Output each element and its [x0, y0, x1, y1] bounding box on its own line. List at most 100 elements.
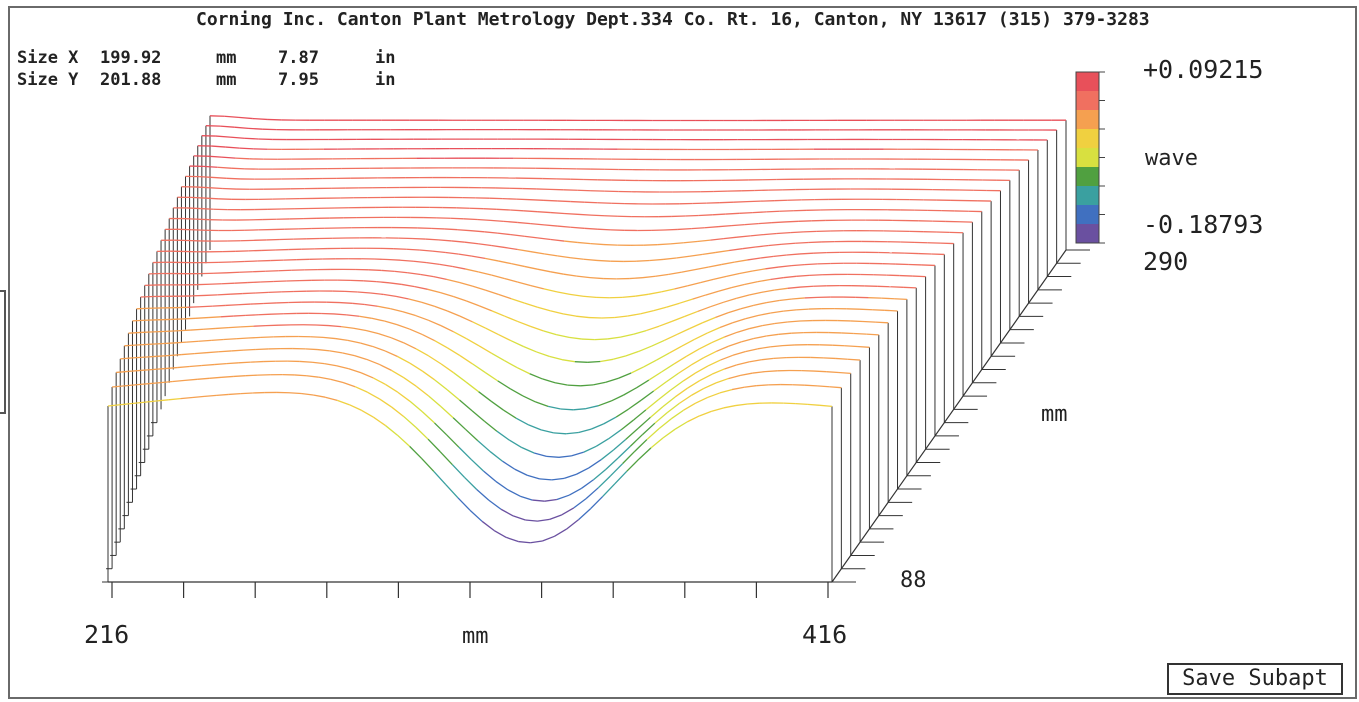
- profile-segment: [673, 355, 687, 365]
- profile-segment: [799, 252, 814, 255]
- profile-segment: [452, 265, 466, 270]
- profile-segment: [597, 228, 611, 231]
- profile-segment: [503, 409, 517, 419]
- profile-segment: [770, 344, 783, 348]
- profile-segment: [496, 430, 510, 441]
- profile-segment: [808, 241, 822, 244]
- profile-segment: [335, 337, 348, 342]
- profile-segment: [747, 257, 761, 261]
- profile-segment: [250, 302, 264, 305]
- profile-segment: [823, 357, 836, 360]
- plot-window: [8, 6, 1357, 699]
- profile-segment: [728, 341, 742, 347]
- profile-segment: [618, 372, 632, 379]
- profile-segment: [421, 458, 435, 472]
- profile-segment: [245, 374, 258, 377]
- profile-segment: [149, 343, 162, 345]
- profile-segment: [215, 135, 231, 138]
- profile-segment: [626, 458, 640, 472]
- profile-segment: [325, 396, 338, 402]
- profile-segment: [689, 322, 703, 330]
- profile-segment: [637, 416, 651, 429]
- profile-segment: [491, 310, 506, 317]
- profile-segment: [400, 259, 414, 262]
- profile-segment: [537, 306, 551, 312]
- profile-segment: [504, 360, 518, 369]
- profile-segment: [744, 385, 757, 388]
- profile-segment: [315, 324, 329, 327]
- profile-segment: [169, 353, 182, 357]
- profile-segment: [813, 252, 827, 254]
- profile-segment: [234, 126, 249, 130]
- y-axis-max-label: 290: [1143, 247, 1189, 276]
- profile-segment: [136, 343, 150, 346]
- profile-segment: [698, 341, 713, 350]
- profile-segment: [504, 315, 518, 323]
- profile-segment: [734, 259, 748, 263]
- profile-segment: [505, 536, 519, 543]
- profile-segment: [676, 255, 690, 259]
- profile-segment: [231, 349, 244, 352]
- profile-segment: [184, 378, 198, 382]
- colorbar-segment: [1076, 129, 1099, 149]
- profile-segment: [214, 363, 227, 366]
- profile-segment: [844, 345, 858, 348]
- profile-segment: [478, 345, 493, 354]
- profile-segment: [684, 310, 698, 318]
- profile-segment: [136, 383, 149, 386]
- profile-segment: [629, 277, 643, 280]
- profile-segment: [132, 319, 146, 322]
- profile-segment: [766, 333, 779, 337]
- profile-segment: [613, 438, 627, 451]
- profile-segment: [630, 366, 645, 374]
- profile-segment: [719, 388, 733, 394]
- profile-segment: [686, 415, 700, 423]
- profile-segment: [723, 404, 736, 409]
- profile-segment: [440, 406, 454, 419]
- profile-segment: [409, 445, 423, 459]
- profile-segment: [537, 211, 551, 214]
- colorbar-segment: [1076, 205, 1099, 225]
- profile-segment: [770, 310, 784, 314]
- colorbar-min-label: -0.18793: [1143, 210, 1264, 239]
- profile-segment: [236, 337, 249, 340]
- profile-segment: [206, 351, 219, 354]
- profile-segment: [517, 248, 532, 253]
- profile-segment: [395, 295, 409, 300]
- profile-segment: [427, 438, 441, 453]
- profile-segment: [491, 244, 505, 249]
- profile-segment: [357, 291, 371, 294]
- profile-segment: [530, 222, 545, 226]
- profile-segment: [596, 259, 611, 262]
- profile-segment: [564, 212, 578, 215]
- profile-segment: [220, 125, 235, 128]
- profile-segment: [463, 218, 478, 221]
- profile-segment: [195, 316, 209, 319]
- profile-segment: [497, 232, 511, 236]
- profile-segment: [132, 401, 145, 405]
- profile-segment: [464, 241, 479, 245]
- profile-segment: [745, 348, 758, 353]
- size-x-mm-value: 199.92: [100, 48, 162, 68]
- profile-segment: [342, 381, 356, 388]
- save-subapt-button[interactable]: Save Subapt: [1167, 663, 1343, 695]
- profile-segment: [778, 265, 792, 268]
- profile-segment: [577, 213, 592, 216]
- profile-segment: [372, 377, 386, 385]
- profile-segment: [415, 385, 429, 397]
- profile-segment: [761, 289, 775, 293]
- profile-segment: [306, 375, 319, 378]
- profile-segment: [464, 476, 478, 490]
- profile-segment: [530, 325, 544, 332]
- profile-segment: [524, 302, 538, 308]
- profile-segment: [445, 484, 459, 499]
- profile-segment: [884, 309, 898, 312]
- profile-segment: [140, 331, 154, 334]
- profile-segment: [594, 338, 608, 341]
- profile-segment: [217, 293, 231, 296]
- profile-segment: [713, 275, 727, 281]
- profile-segment: [590, 495, 604, 510]
- profile-segment: [198, 339, 212, 342]
- profile-segment: [615, 408, 630, 418]
- profile-segment: [491, 352, 505, 362]
